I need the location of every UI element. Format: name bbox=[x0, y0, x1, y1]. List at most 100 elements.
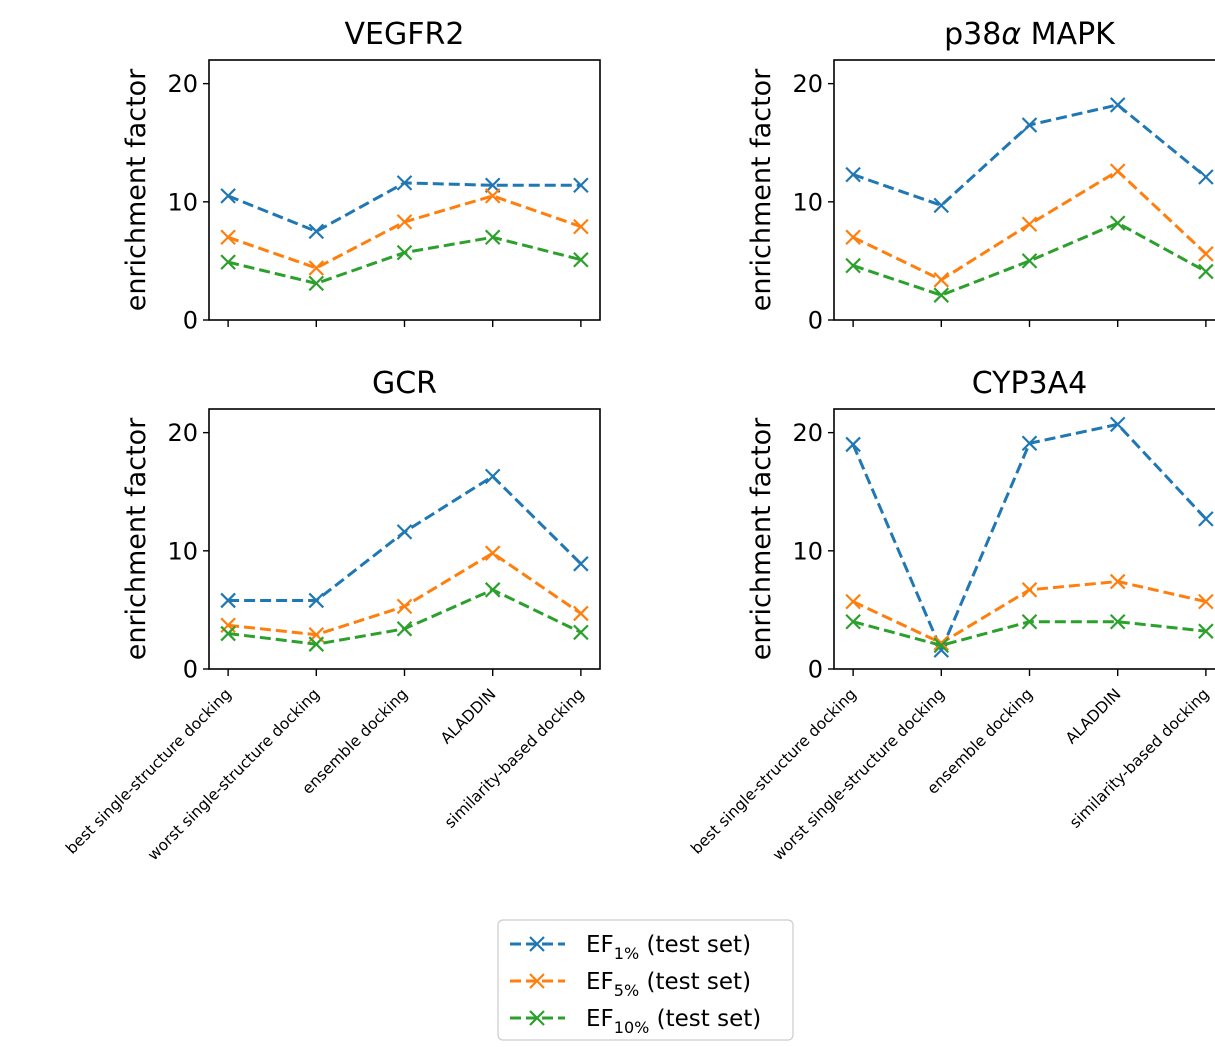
series-line bbox=[852, 221, 1207, 297]
data-point bbox=[1021, 117, 1038, 133]
data-point bbox=[308, 275, 325, 292]
data-point bbox=[933, 272, 950, 288]
legend-frame bbox=[497, 919, 794, 1041]
x-tick-label: best single-structure docking bbox=[62, 685, 235, 858]
data-point bbox=[308, 636, 325, 652]
data-point bbox=[845, 257, 861, 274]
data-point bbox=[220, 229, 236, 246]
x-tick-label: ALADDIN bbox=[1062, 685, 1124, 747]
axes-frame bbox=[833, 59, 1215, 321]
legend-label-subscript: 10% bbox=[614, 1018, 650, 1037]
legend-label: EF10% (test set) bbox=[586, 1006, 761, 1037]
data-point bbox=[220, 592, 236, 609]
data-point bbox=[933, 637, 950, 654]
series-line bbox=[227, 551, 582, 637]
data-point bbox=[1021, 613, 1038, 630]
data-point bbox=[573, 177, 589, 194]
data-point bbox=[573, 624, 589, 641]
data-point bbox=[845, 166, 861, 183]
data-point bbox=[484, 468, 501, 485]
legend-label: EF1% (test set) bbox=[586, 932, 751, 963]
panel-title: GCR bbox=[372, 366, 437, 401]
data-point bbox=[1198, 169, 1214, 185]
data-point bbox=[1198, 593, 1214, 610]
legend-entry: EF5% (test set) bbox=[510, 969, 751, 1000]
series-line bbox=[227, 235, 582, 285]
panel-4: CYP3A4 enrichment factor 0 10 20 best single-… bbox=[687, 366, 1215, 864]
series-line bbox=[228, 474, 582, 602]
series-line bbox=[851, 422, 1207, 654]
axes-frame bbox=[208, 59, 601, 321]
data-point bbox=[308, 592, 325, 609]
series-line bbox=[227, 194, 582, 270]
data-point bbox=[1021, 253, 1038, 269]
x-tick-label: ALADDIN bbox=[437, 685, 499, 747]
data-point bbox=[1021, 435, 1038, 452]
legend-label: EF5% (test set) bbox=[586, 969, 751, 1000]
y-tick-label: 0 bbox=[808, 656, 823, 684]
data-point bbox=[396, 598, 413, 615]
y-axis-label: enrichment factor bbox=[746, 68, 777, 311]
legend-label-suffix: (test set) bbox=[649, 1006, 761, 1032]
y-tick-label: 0 bbox=[183, 656, 198, 684]
y-tick-label: 20 bbox=[167, 419, 198, 447]
data-point bbox=[1198, 246, 1214, 262]
data-point bbox=[484, 188, 501, 204]
data-point bbox=[1109, 215, 1126, 231]
data-point bbox=[933, 287, 950, 303]
data-point bbox=[308, 260, 325, 276]
data-point bbox=[845, 436, 861, 453]
legend-entry: EF1% (test set) bbox=[510, 932, 751, 963]
x-tick-label: worst single-structure docking bbox=[144, 685, 323, 864]
y-tick-label: 20 bbox=[792, 419, 823, 447]
data-point bbox=[573, 605, 589, 622]
y-axis-label: enrichment factor bbox=[121, 417, 152, 660]
x-tick-label: worst single-structure docking bbox=[769, 685, 948, 864]
data-point bbox=[573, 218, 589, 235]
panel-title: VEGFR2 bbox=[345, 17, 465, 52]
panel-title: CYP3A4 bbox=[972, 366, 1088, 401]
data-point bbox=[1198, 263, 1214, 280]
data-point bbox=[1109, 97, 1126, 113]
data-point bbox=[845, 229, 861, 246]
panel-3: GCR enrichment factor 0 10 20 best single-str… bbox=[62, 366, 601, 864]
y-tick-label: 10 bbox=[792, 537, 823, 565]
legend-label-main: EF bbox=[586, 1006, 614, 1032]
data-point bbox=[484, 582, 501, 598]
data-point bbox=[396, 621, 413, 637]
legend-label-subscript: 5% bbox=[614, 981, 639, 1000]
y-tick-label: 20 bbox=[792, 70, 823, 98]
axes-frame bbox=[208, 408, 601, 670]
legend-marker bbox=[529, 1010, 545, 1026]
data-point bbox=[396, 175, 413, 191]
data-point bbox=[845, 613, 861, 630]
axes-frame bbox=[833, 408, 1215, 670]
data-point bbox=[1109, 163, 1126, 179]
y-tick-label: 10 bbox=[792, 188, 823, 216]
data-point bbox=[1021, 582, 1038, 598]
legend-label-suffix: (test set) bbox=[639, 969, 751, 995]
series-line bbox=[227, 588, 582, 646]
x-tick-label: best single-structure docking bbox=[687, 685, 860, 858]
data-point bbox=[220, 254, 236, 270]
y-tick-label: 0 bbox=[183, 307, 198, 335]
data-point bbox=[396, 524, 413, 540]
y-axis-label: enrichment factor bbox=[746, 417, 777, 660]
legend-label-suffix: (test set) bbox=[639, 932, 751, 958]
data-point bbox=[1198, 623, 1214, 639]
data-point bbox=[845, 593, 861, 610]
y-tick-label: 20 bbox=[167, 70, 198, 98]
data-point bbox=[1198, 511, 1214, 527]
y-axis-label: enrichment factor bbox=[121, 68, 152, 311]
legend-marker bbox=[529, 936, 545, 952]
data-point bbox=[933, 635, 950, 651]
series-line bbox=[852, 103, 1207, 208]
x-tick-label: similarity-based docking bbox=[1066, 685, 1213, 832]
legend-label-main: EF bbox=[586, 969, 614, 995]
data-point bbox=[220, 625, 236, 642]
legend-entry: EF10% (test set) bbox=[510, 1006, 761, 1037]
panel-title-rest: MAPK bbox=[1021, 17, 1116, 52]
x-tick-label: similarity-based docking bbox=[441, 685, 588, 832]
data-point bbox=[573, 556, 589, 572]
